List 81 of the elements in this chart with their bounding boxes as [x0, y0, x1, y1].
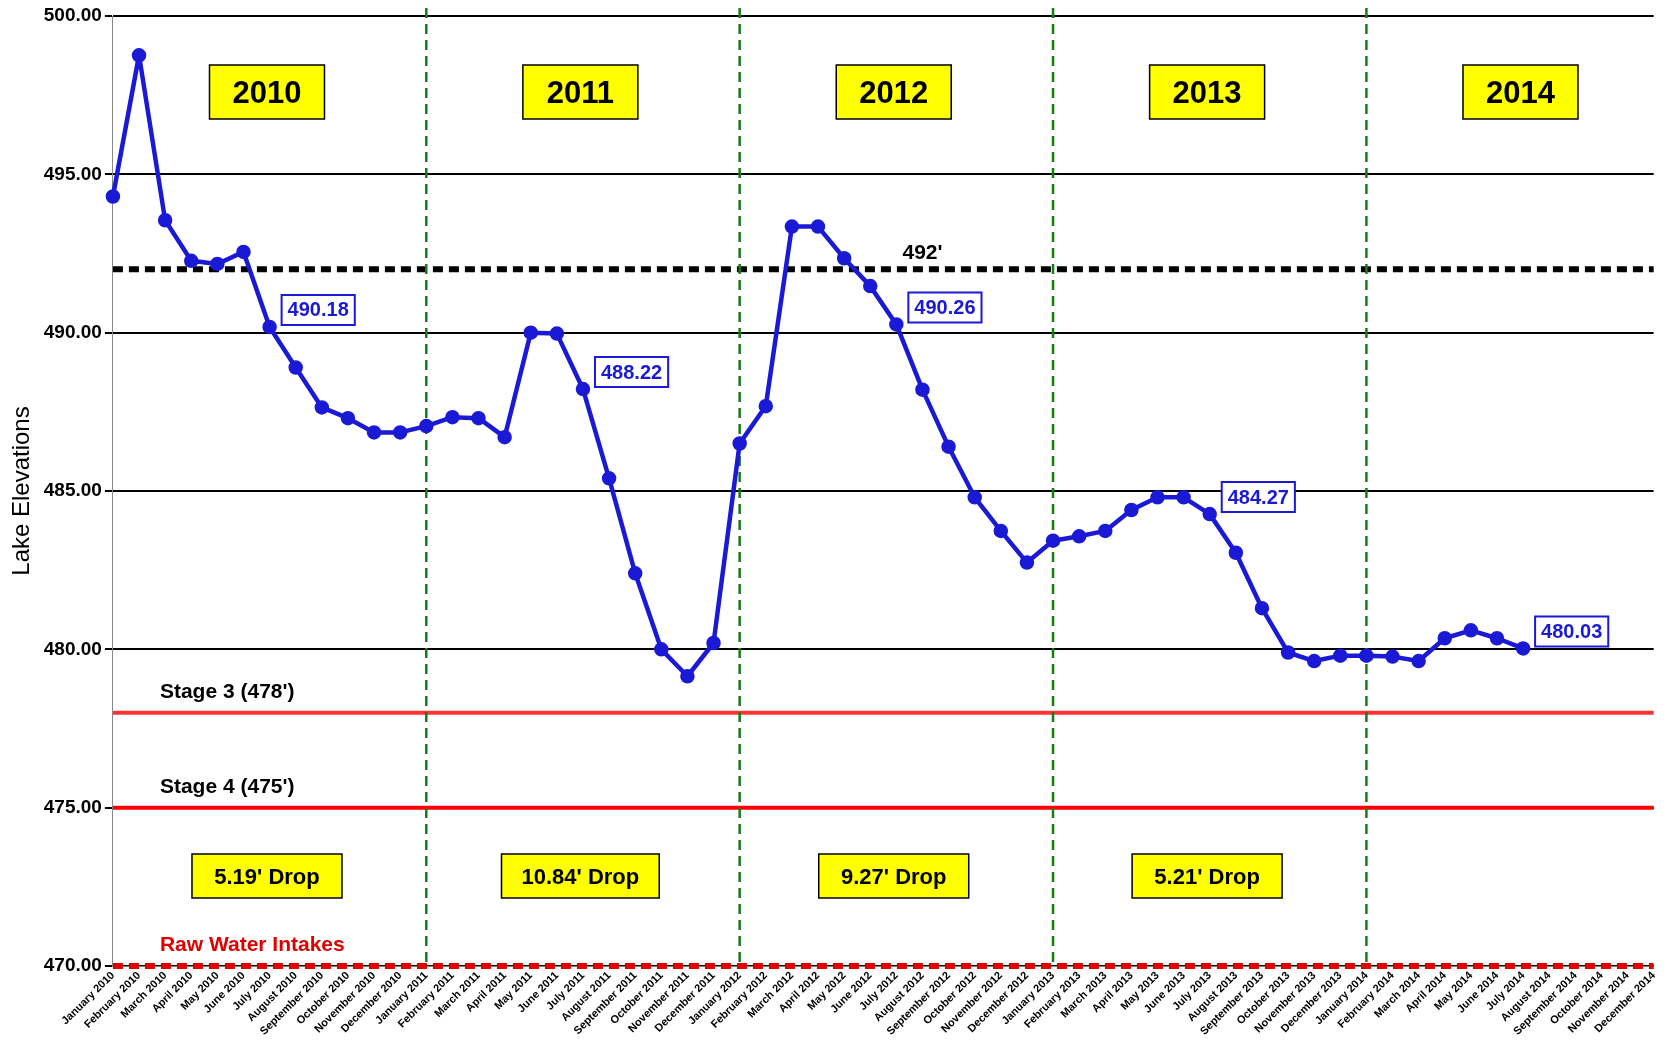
- y-tick-label: 495.00: [43, 162, 102, 184]
- point: [1228, 545, 1244, 560]
- point: [392, 425, 408, 440]
- point: [680, 669, 695, 684]
- data-label: 480.03: [1541, 619, 1603, 642]
- annotation: 5.21' Drop: [1154, 864, 1260, 890]
- annotation: 2013: [1172, 74, 1242, 110]
- point: [1411, 653, 1426, 669]
- point: [915, 382, 930, 397]
- point: [1098, 523, 1113, 539]
- point: [445, 409, 460, 425]
- y-tick-label: 475.00: [43, 795, 102, 817]
- point: [1463, 623, 1479, 638]
- annotation: 5.19' Drop: [214, 864, 320, 890]
- point: [1333, 648, 1348, 663]
- point: [1385, 649, 1400, 664]
- point: [1150, 490, 1165, 505]
- y-tick-label: 470.00: [43, 954, 102, 976]
- point: [862, 278, 878, 294]
- data-label: 488.22: [600, 360, 663, 383]
- point: [1515, 641, 1531, 656]
- point: [941, 439, 956, 454]
- point: [1124, 502, 1139, 518]
- point: [1176, 490, 1191, 505]
- point: [549, 326, 565, 341]
- y-axis-title: Lake Elevations: [7, 406, 35, 576]
- point: [784, 219, 800, 234]
- data-label: 484.27: [1227, 485, 1289, 508]
- annotation: 2011: [546, 74, 614, 110]
- point: [993, 523, 1009, 539]
- y-tick-label: 485.00: [43, 479, 102, 501]
- point: [810, 219, 826, 234]
- point: [1280, 645, 1296, 660]
- point: [497, 429, 512, 445]
- point: [1019, 555, 1035, 570]
- point: [1306, 653, 1322, 669]
- annotation: 2012: [859, 74, 929, 110]
- point: [967, 490, 982, 505]
- annotation: 10.84' Drop: [521, 864, 640, 890]
- data-label: 490.18: [287, 298, 349, 321]
- point: [654, 642, 669, 657]
- point: [601, 471, 617, 486]
- point: [471, 410, 486, 426]
- y-tick-label: 480.00: [43, 637, 102, 659]
- point: [836, 251, 852, 266]
- point: [366, 425, 382, 440]
- point: [236, 244, 251, 260]
- point: [1254, 600, 1270, 616]
- point: [314, 400, 330, 415]
- ref-line-label: Raw Water Intakes: [159, 932, 345, 956]
- point: [288, 360, 303, 375]
- annotation: 9.27' Drop: [840, 864, 947, 890]
- point: [889, 317, 904, 332]
- annotation: 2014: [1486, 74, 1556, 110]
- y-tick-label: 490.00: [43, 320, 102, 342]
- point: [1437, 631, 1452, 646]
- point: [210, 256, 225, 272]
- point: [627, 566, 643, 581]
- ref-line-label: 492': [902, 239, 943, 263]
- annotation: 2010: [232, 74, 302, 110]
- point: [706, 635, 721, 651]
- y-tick-label: 500.00: [43, 4, 102, 26]
- point: [419, 418, 434, 434]
- point: [1202, 506, 1217, 522]
- point: [732, 436, 747, 451]
- point: [1071, 529, 1087, 544]
- data-label: 490.26: [914, 295, 976, 318]
- point: [262, 319, 277, 335]
- point: [1489, 631, 1505, 646]
- point: [1045, 533, 1061, 548]
- point: [1359, 648, 1374, 663]
- point: [523, 325, 538, 340]
- point: [575, 381, 591, 397]
- ref-line-label: Stage 4 (475'): [159, 773, 295, 797]
- point: [758, 398, 774, 414]
- point: [157, 213, 173, 228]
- ref-line-label: Stage 3 (478'): [159, 678, 295, 702]
- point: [105, 189, 121, 204]
- point: [184, 253, 199, 269]
- point: [340, 410, 356, 426]
- point: [131, 48, 147, 63]
